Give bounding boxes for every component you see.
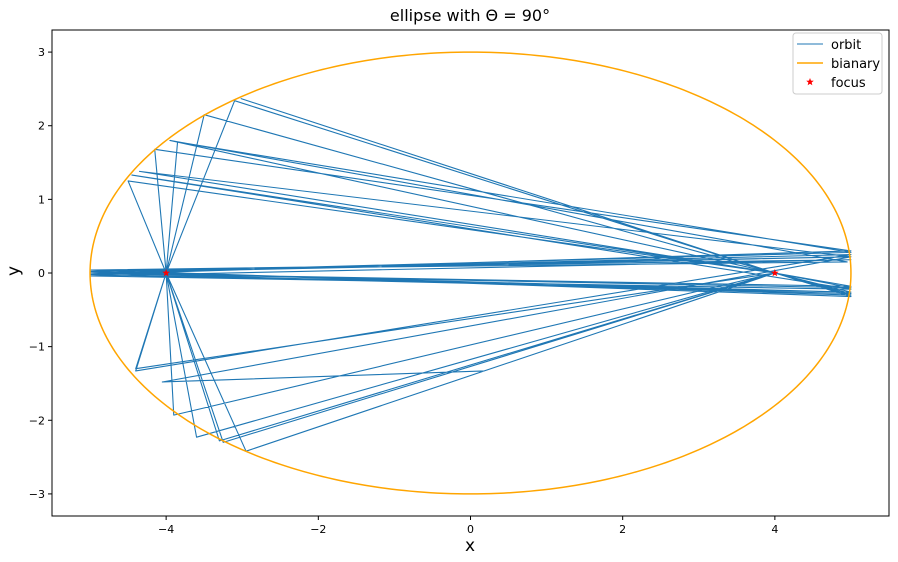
x-tick-label: −2 bbox=[310, 523, 326, 536]
chart-title: ellipse with Θ = 90° bbox=[390, 6, 550, 25]
axes: −4 −2 0 2 4 −3 −2 −1 0 1 2 3 bbox=[29, 29, 890, 536]
y-tick-label: −2 bbox=[29, 414, 45, 427]
x-tick-label: 4 bbox=[771, 523, 778, 536]
series-bianary-ellipse bbox=[89, 51, 852, 495]
x-tick-label: 2 bbox=[619, 523, 626, 536]
legend-label-bianary: bianary bbox=[831, 57, 880, 72]
x-axis-title: x bbox=[465, 536, 475, 556]
y-tick-label: −1 bbox=[29, 341, 45, 354]
y-tick-label: 3 bbox=[38, 46, 45, 59]
y-axis-title: y bbox=[4, 266, 24, 276]
legend-label-focus: focus bbox=[831, 76, 866, 91]
y-tick-label: 0 bbox=[38, 267, 45, 280]
legend: orbit bianary focus bbox=[792, 32, 883, 95]
y-tick-label: 1 bbox=[38, 193, 45, 206]
x-tick-label: −4 bbox=[158, 523, 174, 536]
legend-box bbox=[792, 32, 883, 95]
y-tick-label: −3 bbox=[29, 488, 45, 501]
x-tick-label: 0 bbox=[467, 523, 474, 536]
legend-marker-focus bbox=[806, 78, 814, 86]
y-tick-label: 2 bbox=[38, 120, 45, 133]
focus-point bbox=[771, 269, 779, 277]
legend-label-orbit: orbit bbox=[831, 38, 861, 53]
focus-point bbox=[162, 269, 170, 277]
plot-area bbox=[89, 51, 852, 495]
